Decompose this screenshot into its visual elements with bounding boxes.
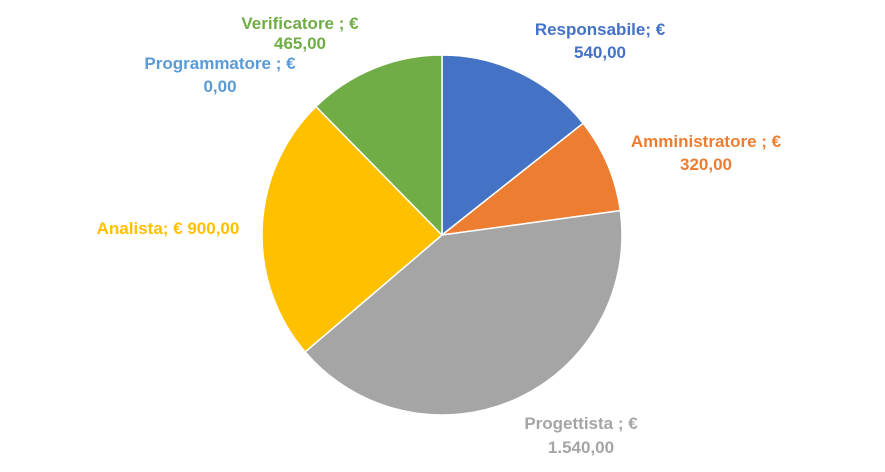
pie-slices (261, 54, 623, 416)
data-label-verificatore: Verificatore ; €465,00 (241, 14, 359, 53)
data-labels: Responsabile; € 540,00 Amministratore ; € 3… (97, 14, 782, 457)
data-label-line2: 540,00 (574, 43, 626, 62)
pie-slice-analista (261, 105, 443, 353)
data-label-line1: Analista; € 900,00 (97, 219, 240, 238)
data-label-line1: Responsabile; € (535, 20, 666, 39)
data-label-amministratore: Amministratore ; € 320,00 (631, 132, 782, 174)
data-label-line2: 320,00 (680, 155, 732, 174)
pie-slice-progettista (304, 209, 623, 416)
data-label-line1: Programmatore ; € (144, 54, 296, 73)
data-label-line2: 0,00 (203, 77, 236, 96)
data-label-responsabile: Responsabile; € 540,00 (535, 20, 666, 62)
pie-slice-verificatore (315, 54, 443, 236)
pie-slice-responsabile (441, 54, 584, 236)
data-label-line1: Verificatore ; € (241, 14, 359, 33)
data-label-analista: Analista; € 900,00 (97, 219, 240, 238)
data-label-line2: 465,00 (274, 34, 326, 53)
data-label-progettista: Progettista ; € 1.540,00 (524, 414, 638, 457)
data-label-programmatore: Programmatore ; € 0,00 (144, 54, 296, 96)
data-label-line2: 1.540,00 (548, 438, 614, 457)
data-label-line1: Progettista ; € (524, 414, 638, 433)
data-label-line1: Amministratore ; € (631, 132, 782, 151)
pie-slice-amministratore (441, 122, 622, 236)
